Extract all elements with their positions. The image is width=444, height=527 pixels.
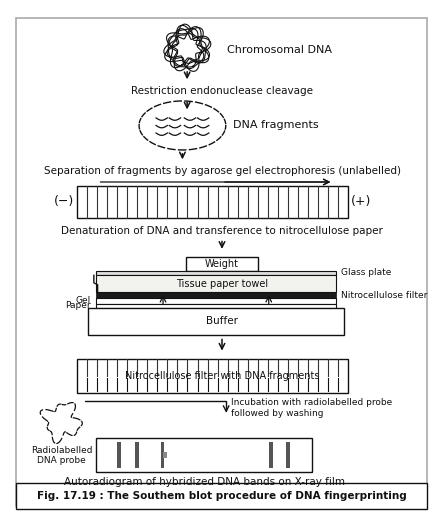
Bar <box>16 483 428 509</box>
Bar <box>96 304 336 308</box>
Bar <box>117 442 121 469</box>
Text: Buffer: Buffer <box>206 316 238 326</box>
Text: Incubation with radiolabelled probe
followed by washing: Incubation with radiolabelled probe foll… <box>231 398 392 418</box>
Text: Tissue paper towel: Tissue paper towel <box>176 279 268 289</box>
Bar <box>96 275 336 292</box>
Bar <box>161 442 163 469</box>
Text: Nitrocellulose filter with DNA fragments: Nitrocellulose filter with DNA fragments <box>125 371 319 381</box>
Text: Separation of fragments by agarose gel electrophoresis (unlabelled): Separation of fragments by agarose gel e… <box>44 165 400 175</box>
Text: Nitrocellulose filter: Nitrocellulose filter <box>341 290 427 299</box>
Bar <box>88 308 344 335</box>
Bar <box>186 257 258 270</box>
Text: Chromosomal DNA: Chromosomal DNA <box>227 45 332 55</box>
Text: Denaturation of DNA and transference to nitrocellulose paper: Denaturation of DNA and transference to … <box>61 226 383 236</box>
Bar <box>135 442 139 469</box>
Text: Fig. 17.19 : The Southem blot procedure of DNA fingerprinting: Fig. 17.19 : The Southem blot procedure … <box>37 491 407 501</box>
Bar <box>286 442 290 469</box>
Text: DNA fragments: DNA fragments <box>233 121 319 131</box>
Text: Paper: Paper <box>65 301 91 310</box>
Bar <box>269 442 273 469</box>
Bar <box>96 298 336 304</box>
Bar <box>163 452 167 458</box>
Bar <box>96 292 336 298</box>
Text: Glass plate: Glass plate <box>341 268 391 277</box>
Bar <box>77 359 348 393</box>
Text: Radiolabelled
DNA probe: Radiolabelled DNA probe <box>31 446 92 465</box>
Text: Gel: Gel <box>76 296 91 305</box>
Text: Weight: Weight <box>205 259 239 269</box>
Bar <box>77 186 348 218</box>
Text: Restriction endonuclease cleavage: Restriction endonuclease cleavage <box>131 85 313 95</box>
Text: (−): (−) <box>54 196 74 208</box>
Text: Autoradiogram of hybridized DNA bands on X-ray film: Autoradiogram of hybridized DNA bands on… <box>63 476 345 486</box>
Text: (+): (+) <box>351 196 372 208</box>
Bar <box>96 270 336 275</box>
Bar <box>96 438 313 472</box>
